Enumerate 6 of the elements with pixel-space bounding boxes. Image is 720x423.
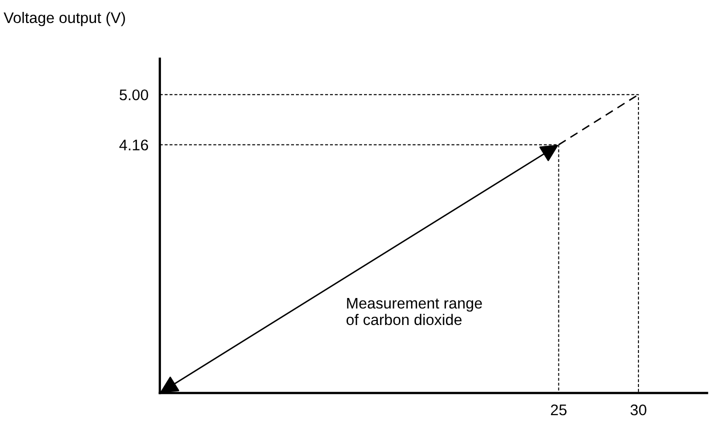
- x-tick-label: 25: [550, 404, 567, 416]
- annotation: Measurement range of carbon dioxide: [346, 298, 482, 326]
- y-tick-label: 5.00: [120, 89, 148, 100]
- x-tick-label: 30: [630, 404, 646, 416]
- y-axis-title: Voltage output (V): [4, 12, 125, 26]
- y-tick-label: 4.16: [119, 140, 148, 150]
